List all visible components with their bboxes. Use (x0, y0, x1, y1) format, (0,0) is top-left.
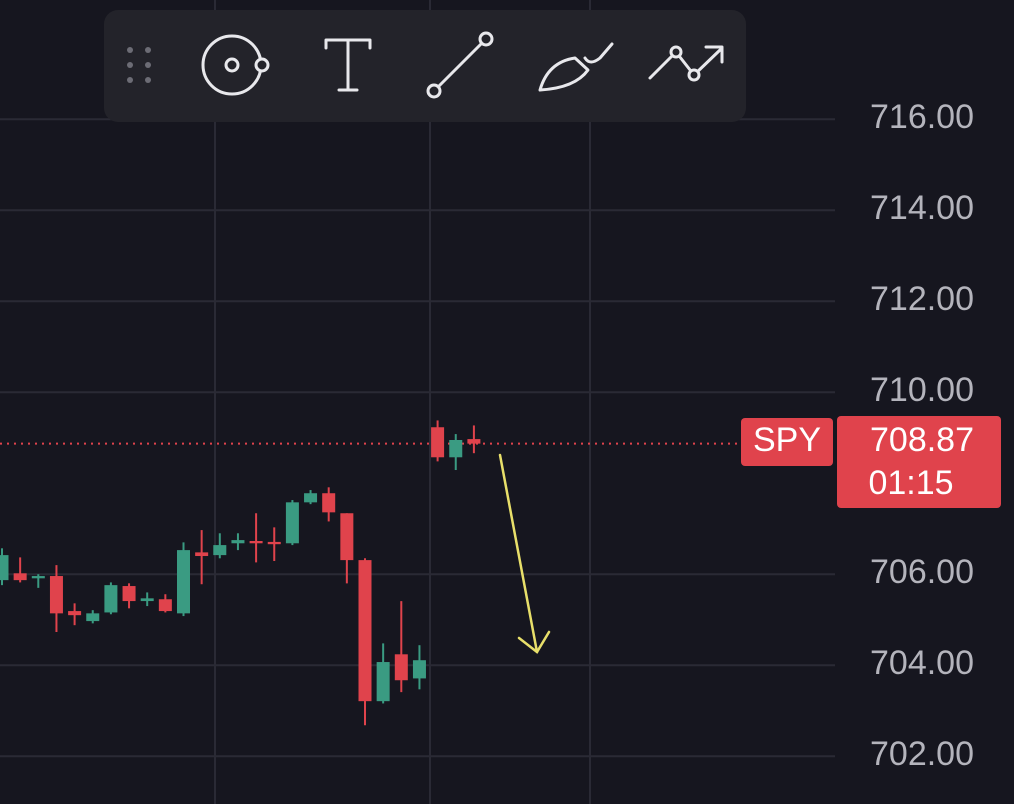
y-tick-label: 712.00 (870, 280, 974, 318)
countdown-label: 01:15 (868, 464, 953, 502)
y-tick-label: 716.00 (870, 98, 974, 136)
last-price-label: 708.87 (870, 421, 974, 459)
candle-body (412, 660, 426, 679)
line-tool[interactable] (426, 31, 494, 99)
y-tick-label: 706.00 (870, 553, 974, 591)
candle-body (49, 576, 63, 614)
candle-body (285, 502, 299, 544)
candle-body (431, 427, 445, 458)
candle-body (394, 654, 408, 681)
candle-body (322, 493, 336, 513)
path-tool[interactable] (648, 45, 724, 82)
plot (0, 420, 741, 726)
candle-body (358, 560, 372, 702)
symbol-label: SPY (753, 421, 821, 459)
brush-tool[interactable] (538, 42, 614, 92)
y-tick-label: 710.00 (870, 371, 974, 409)
candle-body (213, 545, 227, 556)
candle-body (340, 513, 354, 561)
candle-body (140, 598, 154, 602)
cursor-tool[interactable] (201, 34, 270, 96)
candle-body (177, 550, 190, 614)
candle-body (68, 611, 82, 616)
candle-body (86, 613, 100, 622)
candle-body (267, 541, 281, 545)
y-tick-label: 702.00 (870, 735, 974, 773)
candle-body (13, 573, 27, 581)
candle-body (449, 439, 463, 458)
y-tick-label: 714.00 (870, 189, 974, 227)
price-axis: 702.00 704.00 706.00 710.00 712.00 714.00 716.… (870, 98, 974, 773)
candle-body (376, 662, 390, 702)
candle-body (158, 599, 172, 612)
drawn-arrow (498, 453, 551, 654)
price-tag: SPY 708.87 01:15 (741, 416, 1001, 508)
candle-body (195, 552, 209, 557)
text-tool[interactable] (324, 38, 372, 92)
toolbar-bg (104, 10, 746, 122)
candle-body (249, 541, 263, 544)
drawing-toolbar (104, 10, 746, 122)
candle-body (231, 540, 245, 544)
candle-body (304, 493, 318, 503)
candle-body (122, 586, 136, 602)
price-box (837, 416, 1001, 508)
candle-body (31, 576, 45, 579)
candle-body (104, 585, 118, 613)
drag-handle[interactable] (127, 47, 151, 83)
symbol-box (741, 418, 833, 466)
y-tick-label: 704.00 (870, 644, 974, 682)
candle-body (467, 439, 481, 444)
candle-body (0, 555, 9, 581)
